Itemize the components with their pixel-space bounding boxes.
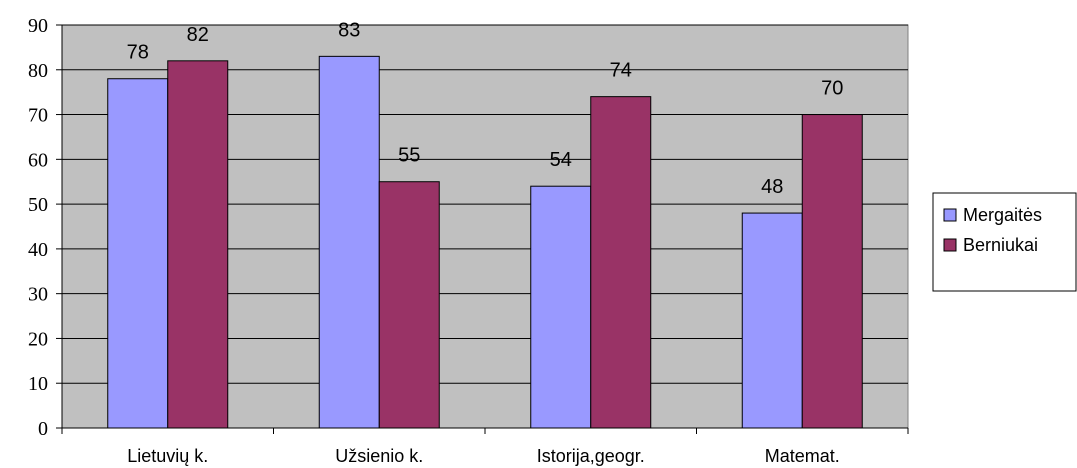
- legend-box: [932, 192, 1077, 292]
- bar: [378, 181, 440, 429]
- x-tick-label: Istorija,geogr.: [537, 446, 645, 466]
- data-label: 83: [338, 19, 360, 41]
- bar: [801, 114, 863, 429]
- y-tick-label: 10: [28, 373, 48, 395]
- y-tick-label: 40: [28, 239, 48, 261]
- bar: [590, 96, 652, 429]
- bar: [530, 185, 592, 429]
- x-tick-label: Matemat.: [765, 446, 840, 466]
- data-label: 74: [610, 60, 632, 82]
- y-tick-label: 30: [28, 284, 48, 306]
- y-tick-label: 80: [28, 60, 48, 82]
- legend-swatch: [943, 238, 957, 252]
- y-tick-label: 20: [28, 328, 48, 350]
- legend-swatch: [943, 208, 957, 222]
- data-label: 55: [398, 145, 420, 167]
- legend-label: Berniukai: [963, 235, 1038, 255]
- y-tick-label: 60: [28, 149, 48, 171]
- bar: [167, 60, 229, 429]
- y-tick-label: 70: [28, 105, 48, 127]
- x-tick-label: Užsienio k.: [335, 446, 423, 466]
- plot-area: 0 10 20 30 40 50 60 70 80 90 78 82 Lietuvių k. 83 55 Už…: [28, 15, 909, 466]
- data-label: 54: [550, 149, 572, 171]
- bar: [318, 55, 380, 429]
- legend: Mergaitės Berniukai: [932, 192, 1077, 292]
- y-tick-label: 0: [38, 418, 48, 440]
- data-label: 70: [821, 78, 843, 100]
- bar: [107, 78, 169, 429]
- data-label: 48: [761, 176, 783, 198]
- x-tick-label: Lietuvių k.: [127, 446, 208, 466]
- bar: [741, 212, 803, 429]
- legend-label: Mergaitės: [963, 205, 1042, 225]
- data-label: 82: [187, 24, 209, 46]
- y-tick-label: 90: [28, 15, 48, 37]
- y-tick-label: 50: [28, 194, 48, 216]
- data-label: 78: [127, 42, 149, 64]
